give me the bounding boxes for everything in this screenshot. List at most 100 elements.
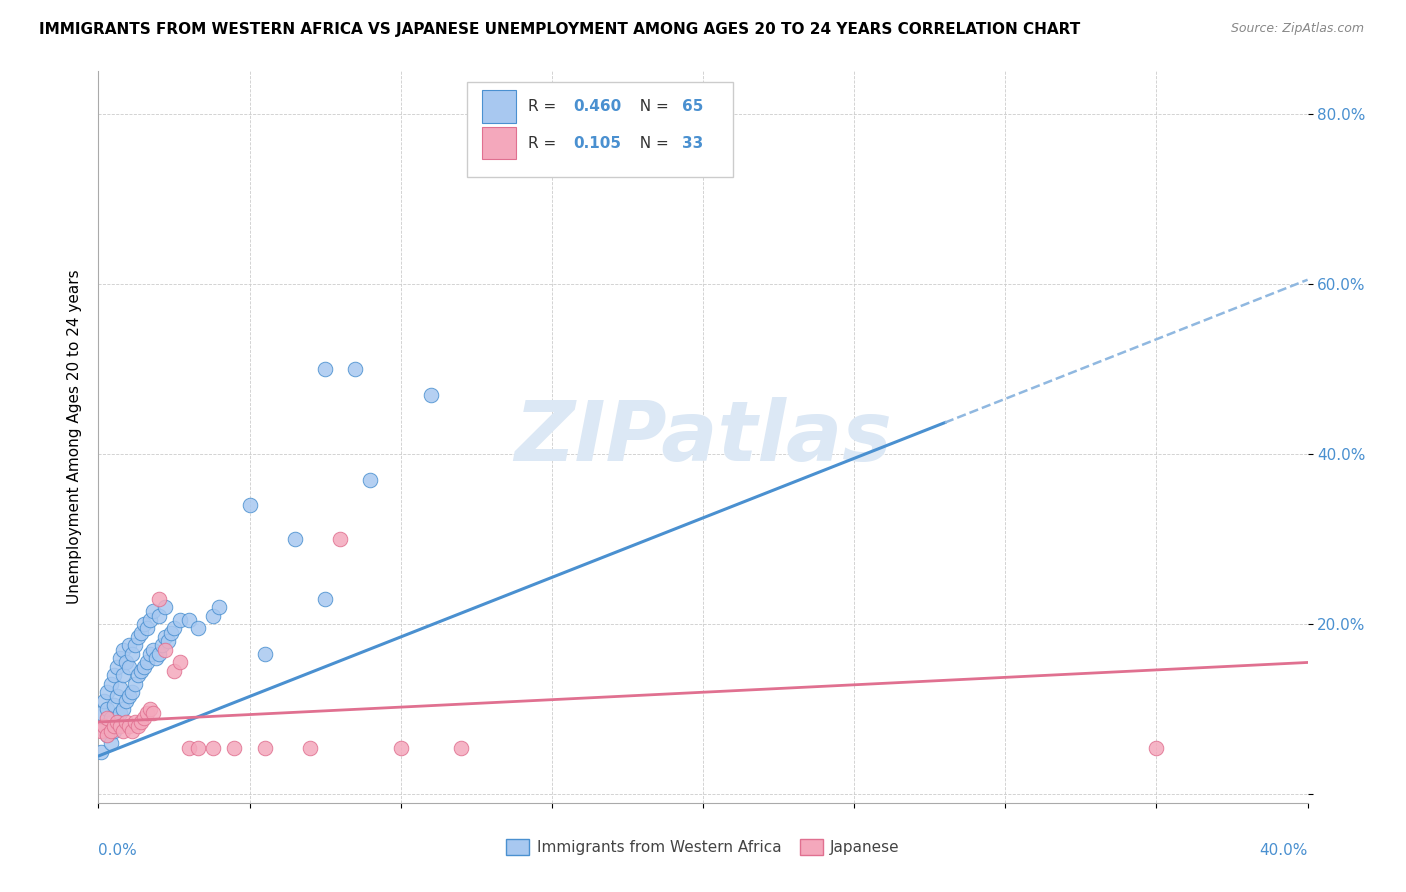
Point <box>96 728 118 742</box>
Text: 0.460: 0.460 <box>574 99 621 114</box>
Point <box>118 719 141 733</box>
Point <box>169 656 191 670</box>
Point <box>103 698 125 712</box>
Point <box>344 362 367 376</box>
Point <box>142 604 165 618</box>
Point <box>160 625 183 640</box>
Text: IMMIGRANTS FROM WESTERN AFRICA VS JAPANESE UNEMPLOYMENT AMONG AGES 20 TO 24 YEAR: IMMIGRANTS FROM WESTERN AFRICA VS JAPANE… <box>39 22 1081 37</box>
Point <box>179 740 201 755</box>
Point <box>111 642 134 657</box>
Point <box>129 714 152 729</box>
Point <box>208 600 231 615</box>
Point <box>153 642 176 657</box>
Point <box>93 719 115 733</box>
Point <box>142 642 165 657</box>
Point <box>135 656 157 670</box>
Text: N =: N = <box>630 136 673 151</box>
Point <box>314 362 336 376</box>
Point <box>389 740 412 755</box>
Point <box>145 651 167 665</box>
Point <box>124 639 146 653</box>
Point <box>239 498 262 512</box>
Point <box>100 711 122 725</box>
Point <box>103 723 125 738</box>
Point <box>118 639 141 653</box>
Point <box>108 651 131 665</box>
Point <box>202 740 225 755</box>
Point <box>114 656 136 670</box>
Point <box>96 702 118 716</box>
Point <box>148 647 170 661</box>
Point <box>253 647 276 661</box>
Point <box>103 719 125 733</box>
FancyBboxPatch shape <box>467 82 734 178</box>
Point <box>163 664 186 678</box>
Point <box>420 387 443 401</box>
Point <box>284 532 307 546</box>
Point <box>139 702 162 716</box>
Point <box>90 723 112 738</box>
Point <box>450 740 472 755</box>
Text: ZIPatlas: ZIPatlas <box>515 397 891 477</box>
Point <box>329 532 352 546</box>
Point <box>129 625 152 640</box>
Point <box>108 719 131 733</box>
Point <box>224 740 246 755</box>
Point <box>114 714 136 729</box>
Point <box>132 617 155 632</box>
Text: 40.0%: 40.0% <box>1260 843 1308 858</box>
Point <box>105 690 128 704</box>
Point <box>360 473 382 487</box>
Point <box>96 728 118 742</box>
Point <box>139 613 162 627</box>
Point <box>153 630 176 644</box>
Point <box>100 723 122 738</box>
Point <box>127 668 149 682</box>
Point <box>105 659 128 673</box>
Text: 65: 65 <box>682 99 704 114</box>
Point <box>96 685 118 699</box>
Point <box>150 639 173 653</box>
Point <box>156 634 179 648</box>
Point <box>111 702 134 716</box>
Point <box>108 681 131 695</box>
Point <box>111 668 134 682</box>
Point <box>100 677 122 691</box>
Point <box>114 694 136 708</box>
Point <box>105 714 128 729</box>
Text: Source: ZipAtlas.com: Source: ZipAtlas.com <box>1230 22 1364 36</box>
Point <box>121 723 143 738</box>
Point <box>314 591 336 606</box>
Point <box>163 622 186 636</box>
Point <box>96 711 118 725</box>
Point <box>129 664 152 678</box>
Point <box>90 706 112 721</box>
Point <box>121 647 143 661</box>
Text: N =: N = <box>630 99 673 114</box>
Point <box>202 608 225 623</box>
Point <box>253 740 276 755</box>
Point <box>103 668 125 682</box>
Point <box>132 659 155 673</box>
Text: 0.0%: 0.0% <box>98 843 138 858</box>
Point <box>169 613 191 627</box>
Point <box>179 613 201 627</box>
Point <box>118 659 141 673</box>
Text: R =: R = <box>527 136 561 151</box>
Point <box>187 740 209 755</box>
Point <box>299 740 322 755</box>
Point <box>100 736 122 750</box>
Legend: Immigrants from Western Africa, Japanese: Immigrants from Western Africa, Japanese <box>501 833 905 861</box>
Point <box>135 706 157 721</box>
FancyBboxPatch shape <box>482 90 516 123</box>
Point <box>127 719 149 733</box>
Point <box>148 591 170 606</box>
Point <box>127 630 149 644</box>
Point <box>153 600 176 615</box>
Point <box>121 685 143 699</box>
Point <box>135 622 157 636</box>
Point <box>132 711 155 725</box>
Point <box>187 622 209 636</box>
Point <box>148 608 170 623</box>
Text: 0.105: 0.105 <box>574 136 621 151</box>
